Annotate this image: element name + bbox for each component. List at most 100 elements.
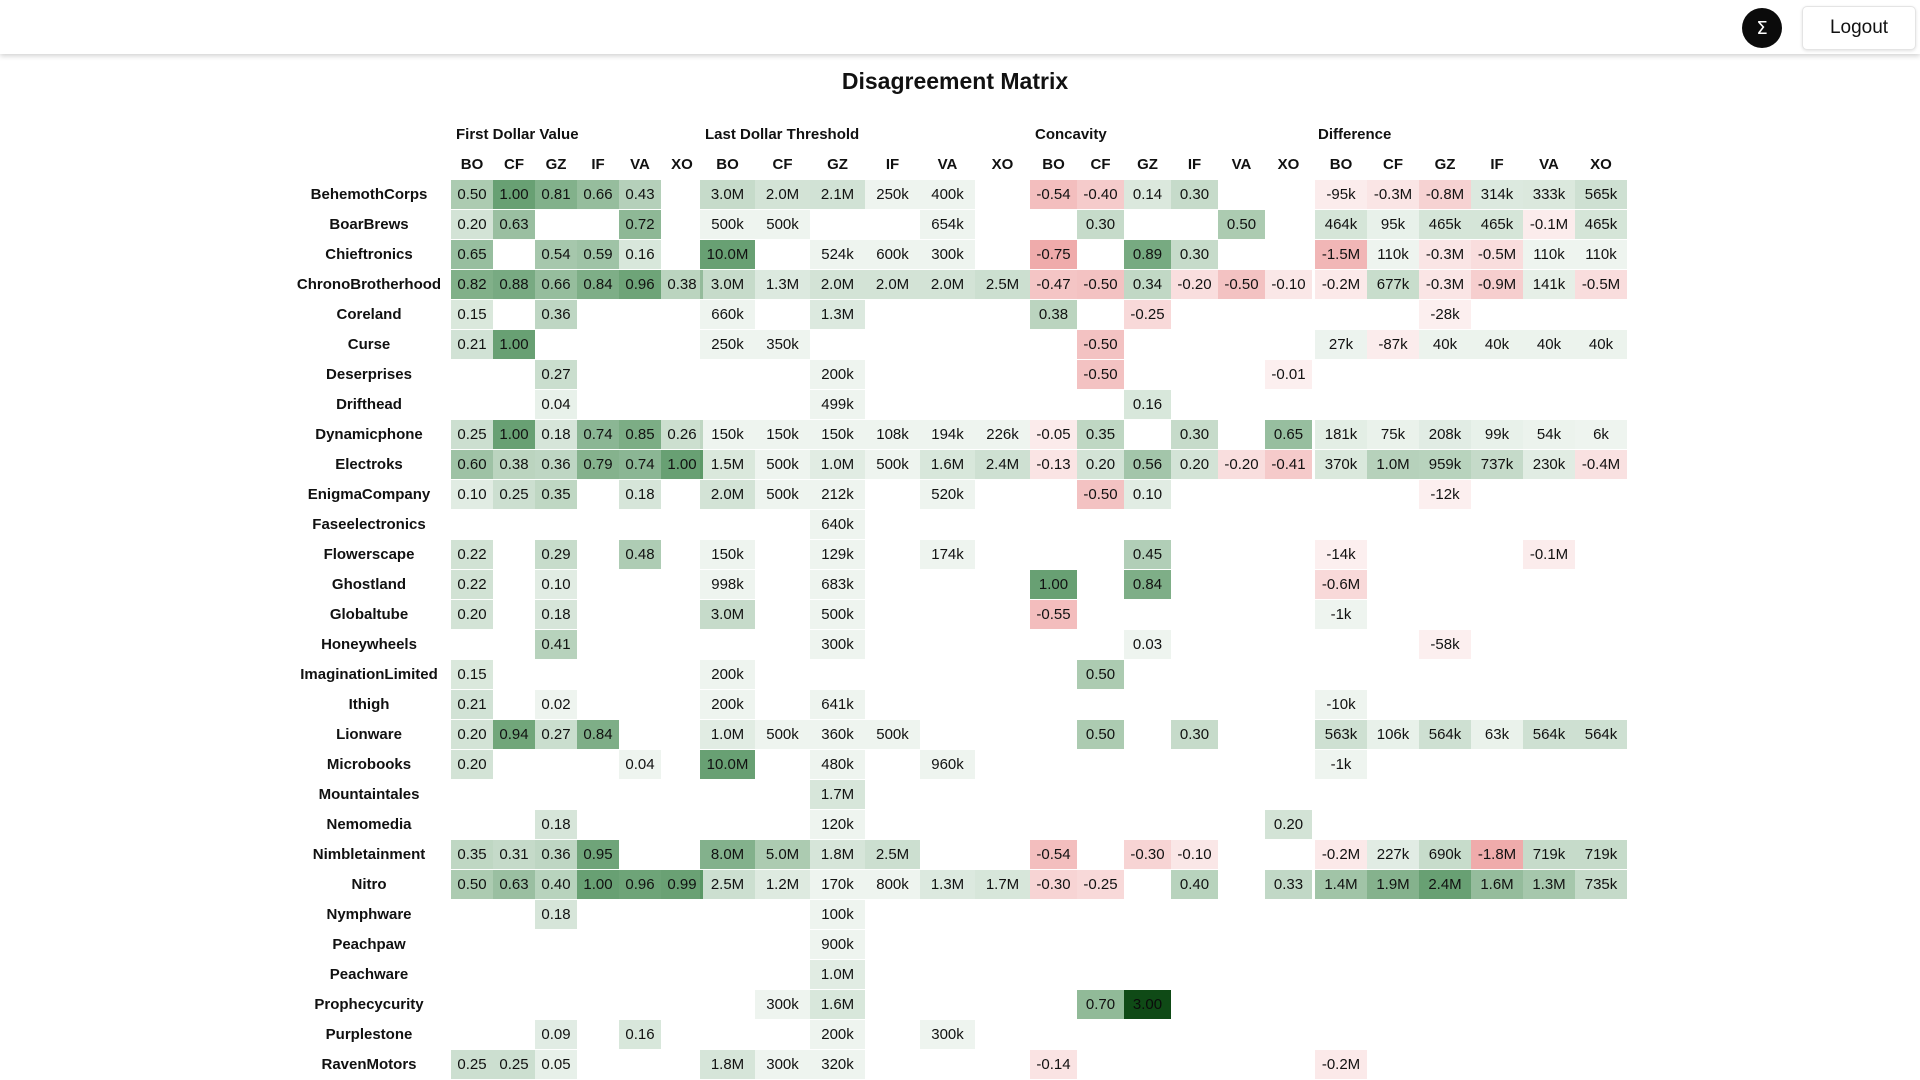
- matrix-cell[interactable]: 181k: [1315, 420, 1367, 449]
- matrix-cell[interactable]: [755, 540, 810, 569]
- matrix-cell[interactable]: [700, 960, 755, 989]
- matrix-cell[interactable]: 565k: [1575, 180, 1627, 209]
- subcol-concavity-if[interactable]: IF: [1187, 156, 1202, 173]
- matrix-cell[interactable]: 3.0M: [700, 270, 755, 299]
- matrix-cell[interactable]: -0.30: [1030, 870, 1077, 899]
- matrix-cell[interactable]: [1265, 510, 1312, 539]
- matrix-cell[interactable]: [920, 720, 975, 749]
- matrix-cell[interactable]: [1124, 930, 1171, 959]
- matrix-cell[interactable]: 0.82: [451, 270, 493, 299]
- matrix-cell[interactable]: 0.50: [451, 180, 493, 209]
- matrix-cell[interactable]: [1265, 720, 1312, 749]
- matrix-cell[interactable]: 1.00: [493, 420, 535, 449]
- matrix-cell[interactable]: 640k: [810, 510, 865, 539]
- matrix-cell[interactable]: 2.5M: [975, 270, 1030, 299]
- matrix-cell[interactable]: [1171, 1050, 1218, 1079]
- matrix-cell[interactable]: 0.34: [1124, 270, 1171, 299]
- matrix-cell[interactable]: 0.38: [1030, 300, 1077, 329]
- matrix-cell[interactable]: [1030, 930, 1077, 959]
- matrix-cell[interactable]: 110k: [1523, 240, 1575, 269]
- matrix-cell[interactable]: 1.3M: [920, 870, 975, 899]
- matrix-cell[interactable]: [920, 780, 975, 809]
- matrix-cell[interactable]: 0.22: [451, 540, 493, 569]
- matrix-cell[interactable]: [1471, 600, 1523, 629]
- matrix-cell[interactable]: 1.0M: [1367, 450, 1419, 479]
- matrix-cell[interactable]: [700, 900, 755, 929]
- matrix-cell[interactable]: [1265, 960, 1312, 989]
- matrix-cell[interactable]: [1124, 510, 1171, 539]
- matrix-cell[interactable]: [661, 180, 703, 209]
- matrix-cell[interactable]: [920, 930, 975, 959]
- matrix-cell[interactable]: [1315, 990, 1367, 1019]
- matrix-cell[interactable]: [1077, 540, 1124, 569]
- matrix-cell[interactable]: [1218, 480, 1265, 509]
- matrix-cell[interactable]: [577, 750, 619, 779]
- matrix-cell[interactable]: 1.9M: [1367, 870, 1419, 899]
- matrix-cell[interactable]: [1124, 600, 1171, 629]
- matrix-cell[interactable]: [755, 930, 810, 959]
- matrix-cell[interactable]: 0.72: [619, 210, 661, 239]
- matrix-cell[interactable]: [661, 390, 703, 419]
- matrix-cell[interactable]: 0.40: [535, 870, 577, 899]
- matrix-cell[interactable]: [1077, 690, 1124, 719]
- matrix-cell[interactable]: [661, 570, 703, 599]
- matrix-cell[interactable]: 99k: [1471, 420, 1523, 449]
- matrix-cell[interactable]: [1315, 360, 1367, 389]
- matrix-cell[interactable]: [1124, 1050, 1171, 1079]
- matrix-cell[interactable]: [1523, 810, 1575, 839]
- matrix-cell[interactable]: -0.1M: [1523, 210, 1575, 239]
- matrix-cell[interactable]: [451, 390, 493, 419]
- matrix-cell[interactable]: 0.85: [619, 420, 661, 449]
- matrix-cell[interactable]: [451, 960, 493, 989]
- matrix-cell[interactable]: [619, 720, 661, 749]
- matrix-cell[interactable]: [1218, 720, 1265, 749]
- matrix-cell[interactable]: 600k: [865, 240, 920, 269]
- matrix-cell[interactable]: [1315, 900, 1367, 929]
- matrix-cell[interactable]: [1030, 360, 1077, 389]
- matrix-cell[interactable]: -0.20: [1171, 270, 1218, 299]
- matrix-cell[interactable]: -0.25: [1124, 300, 1171, 329]
- matrix-cell[interactable]: [1471, 1020, 1523, 1049]
- matrix-cell[interactable]: [493, 240, 535, 269]
- matrix-cell[interactable]: [1471, 570, 1523, 599]
- matrix-cell[interactable]: [535, 930, 577, 959]
- matrix-cell[interactable]: [1419, 1020, 1471, 1049]
- matrix-cell[interactable]: [1419, 900, 1471, 929]
- matrix-cell[interactable]: -0.5M: [1575, 270, 1627, 299]
- matrix-cell[interactable]: 300k: [755, 990, 810, 1019]
- matrix-cell[interactable]: [661, 330, 703, 359]
- matrix-cell[interactable]: 0.18: [535, 810, 577, 839]
- matrix-cell[interactable]: [1171, 540, 1218, 569]
- matrix-cell[interactable]: [1575, 1050, 1627, 1079]
- subcol-concavity-cf[interactable]: CF: [1090, 156, 1111, 173]
- matrix-cell[interactable]: [661, 900, 703, 929]
- matrix-cell[interactable]: 0.66: [577, 180, 619, 209]
- matrix-cell[interactable]: 719k: [1523, 840, 1575, 869]
- matrix-cell[interactable]: 8.0M: [700, 840, 755, 869]
- matrix-cell[interactable]: 0.66: [535, 270, 577, 299]
- matrix-cell[interactable]: [1030, 510, 1077, 539]
- matrix-cell[interactable]: [1218, 510, 1265, 539]
- matrix-cell[interactable]: 500k: [755, 480, 810, 509]
- matrix-cell[interactable]: [1030, 990, 1077, 1019]
- matrix-cell[interactable]: 5.0M: [755, 840, 810, 869]
- matrix-cell[interactable]: [1575, 930, 1627, 959]
- matrix-cell[interactable]: [810, 330, 865, 359]
- matrix-cell[interactable]: [1523, 690, 1575, 719]
- matrix-cell[interactable]: [1575, 300, 1627, 329]
- matrix-cell[interactable]: -0.54: [1030, 180, 1077, 209]
- matrix-cell[interactable]: [1218, 660, 1265, 689]
- matrix-cell[interactable]: 110k: [1367, 240, 1419, 269]
- matrix-cell[interactable]: 0.36: [535, 450, 577, 479]
- matrix-cell[interactable]: [1315, 810, 1367, 839]
- matrix-cell[interactable]: [577, 1020, 619, 1049]
- matrix-cell[interactable]: -0.20: [1218, 450, 1265, 479]
- matrix-cell[interactable]: [1575, 600, 1627, 629]
- matrix-cell[interactable]: [865, 810, 920, 839]
- matrix-cell[interactable]: 960k: [920, 750, 975, 779]
- matrix-cell[interactable]: [619, 990, 661, 1019]
- matrix-cell[interactable]: [755, 750, 810, 779]
- matrix-cell[interactable]: [700, 1020, 755, 1049]
- matrix-cell[interactable]: [1419, 930, 1471, 959]
- matrix-cell[interactable]: 0.27: [535, 720, 577, 749]
